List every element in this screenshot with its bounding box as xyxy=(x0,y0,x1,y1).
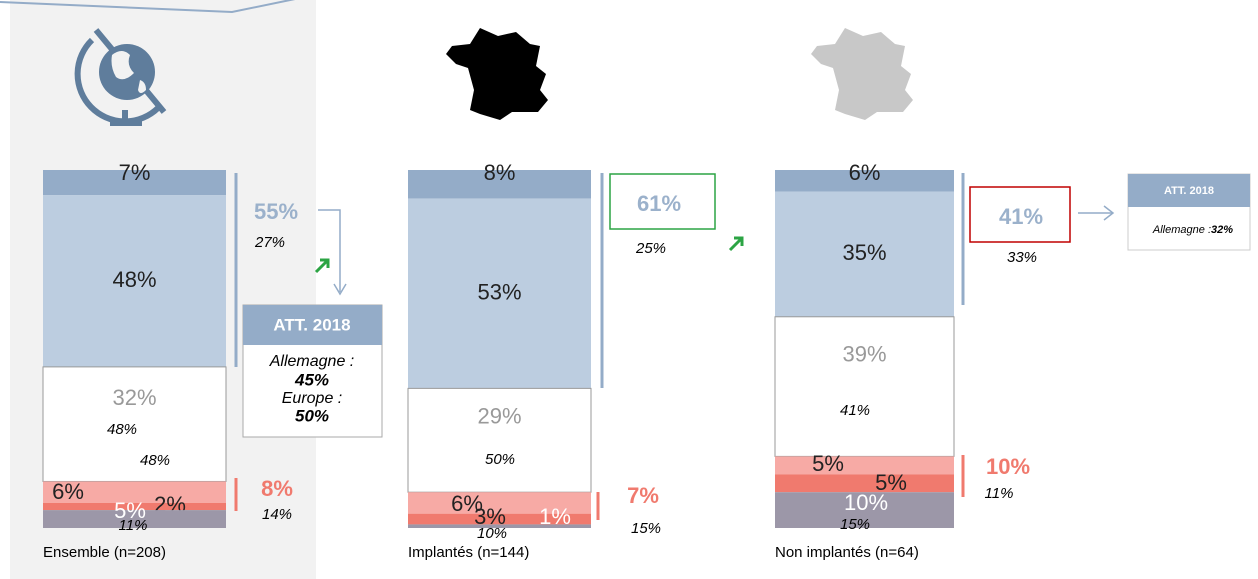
annotation: 48% xyxy=(140,452,170,469)
bar-segment xyxy=(774,316,955,457)
bar-segment xyxy=(43,510,226,528)
segment-label: 35% xyxy=(842,240,886,265)
x-label: Implantés (n=144) xyxy=(408,544,529,561)
box-line: Europe : xyxy=(282,390,342,407)
bar-segment xyxy=(775,170,954,192)
box-line: 50% xyxy=(295,406,329,425)
annotation: 27% xyxy=(254,234,285,251)
connector xyxy=(318,209,341,292)
att-box-header xyxy=(1128,174,1250,207)
segment-label: 7% xyxy=(119,160,151,185)
segment-label: 1% xyxy=(539,504,571,529)
annotation: 15% xyxy=(631,520,661,537)
bar-segment xyxy=(407,387,592,493)
bar-segment xyxy=(43,481,226,503)
box-title: ATT. 2018 xyxy=(273,315,350,334)
x-label: Ensemble (n=208) xyxy=(43,544,166,561)
bar-segment xyxy=(775,492,954,528)
bar-segment xyxy=(408,198,591,389)
segment-label: 48% xyxy=(112,267,156,292)
bar-segment xyxy=(408,492,591,514)
bar-segment xyxy=(408,513,591,525)
segment-label: 8% xyxy=(484,160,516,185)
annotation: 41% xyxy=(999,204,1043,229)
annotation: 50% xyxy=(485,451,515,468)
connector-head xyxy=(1103,205,1115,221)
annotation: 15% xyxy=(840,516,870,533)
globe-land xyxy=(111,51,146,93)
segment-label: 5% xyxy=(812,451,844,476)
segment-label: 39% xyxy=(842,342,886,367)
segment-label: 6% xyxy=(451,491,483,516)
bar-segment xyxy=(42,366,227,482)
box-title: ATT. 2018 xyxy=(1164,185,1214,197)
annotation: 25% xyxy=(635,240,666,257)
box-line: 45% xyxy=(294,370,329,389)
bar-segment xyxy=(775,474,954,493)
annotation: 55% xyxy=(254,199,298,224)
annotation: 61% xyxy=(637,191,681,216)
annotation: 14% xyxy=(262,506,292,523)
bar-segment xyxy=(43,170,226,196)
segment-label: 53% xyxy=(477,279,521,304)
callout-line xyxy=(0,0,296,14)
annotation: 48% xyxy=(107,421,137,438)
bar-segment xyxy=(43,195,226,367)
segment-label: 5% xyxy=(114,498,146,523)
annotation: 10% xyxy=(986,454,1030,479)
segment-label: 32% xyxy=(112,385,156,410)
box-line: 32% xyxy=(1211,224,1233,236)
bar-segment xyxy=(775,191,954,317)
segment-label: 6% xyxy=(52,479,84,504)
france-map xyxy=(446,28,548,120)
annotation: 33% xyxy=(1007,249,1037,266)
x-label: Non implantés (n=64) xyxy=(775,544,919,561)
segment-label: 29% xyxy=(477,403,521,428)
segment-label: 10% xyxy=(844,490,888,515)
france-map xyxy=(811,28,913,120)
annotation: 8% xyxy=(261,476,293,501)
bar-segment xyxy=(775,456,954,475)
box-line: Allemagne : xyxy=(1152,224,1211,236)
bar-segment xyxy=(408,524,591,528)
highlight-box xyxy=(609,173,716,230)
box-line: Allemagne : xyxy=(269,353,355,370)
att-box-header xyxy=(243,305,382,345)
highlight-box xyxy=(969,186,1071,243)
annotation: 10% xyxy=(477,525,507,542)
connector-head xyxy=(333,283,347,296)
bar-segment xyxy=(408,170,591,199)
annotation: 11% xyxy=(119,517,148,534)
annotation: 7% xyxy=(627,483,659,508)
bar-segment xyxy=(43,502,226,511)
segment-label: 5% xyxy=(875,470,907,495)
annotation: 11% xyxy=(985,485,1014,502)
segment-label: 6% xyxy=(849,160,881,185)
annotation: 41% xyxy=(840,402,870,419)
